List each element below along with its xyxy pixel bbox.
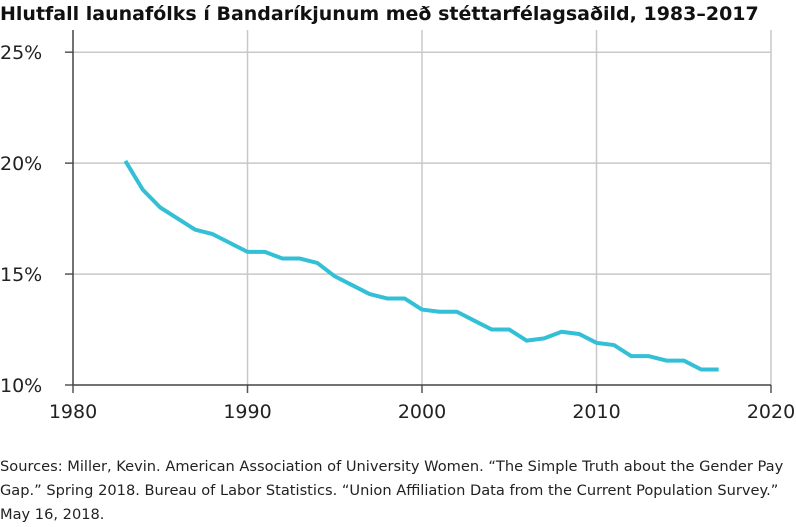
- y-tick-label: 20%: [0, 153, 42, 175]
- y-tick-label: 25%: [0, 42, 42, 64]
- x-tick-label: 1990: [223, 401, 271, 423]
- gridlines: [73, 30, 772, 385]
- line-chart: 1980 1990 2000 2010 2020 10% 15% 20% 25%: [0, 30, 795, 423]
- x-tick-label: 2020: [747, 401, 795, 423]
- x-tick-label: 2010: [572, 401, 620, 423]
- chart-title: Hlutfall launafólks í Bandaríkjunum með …: [0, 3, 759, 25]
- tick-labels: 1980 1990 2000 2010 2020 10% 15% 20% 25%: [0, 42, 795, 423]
- x-tick-label: 1980: [49, 401, 97, 423]
- y-tick-label: 10%: [0, 375, 42, 397]
- source-note: Sources: Miller, Kevin. American Associa…: [0, 458, 784, 523]
- series-line: [123, 159, 719, 372]
- series-layer: [123, 159, 719, 372]
- axes: [65, 30, 772, 393]
- x-tick-label: 2000: [398, 401, 446, 423]
- y-tick-label: 15%: [0, 264, 42, 286]
